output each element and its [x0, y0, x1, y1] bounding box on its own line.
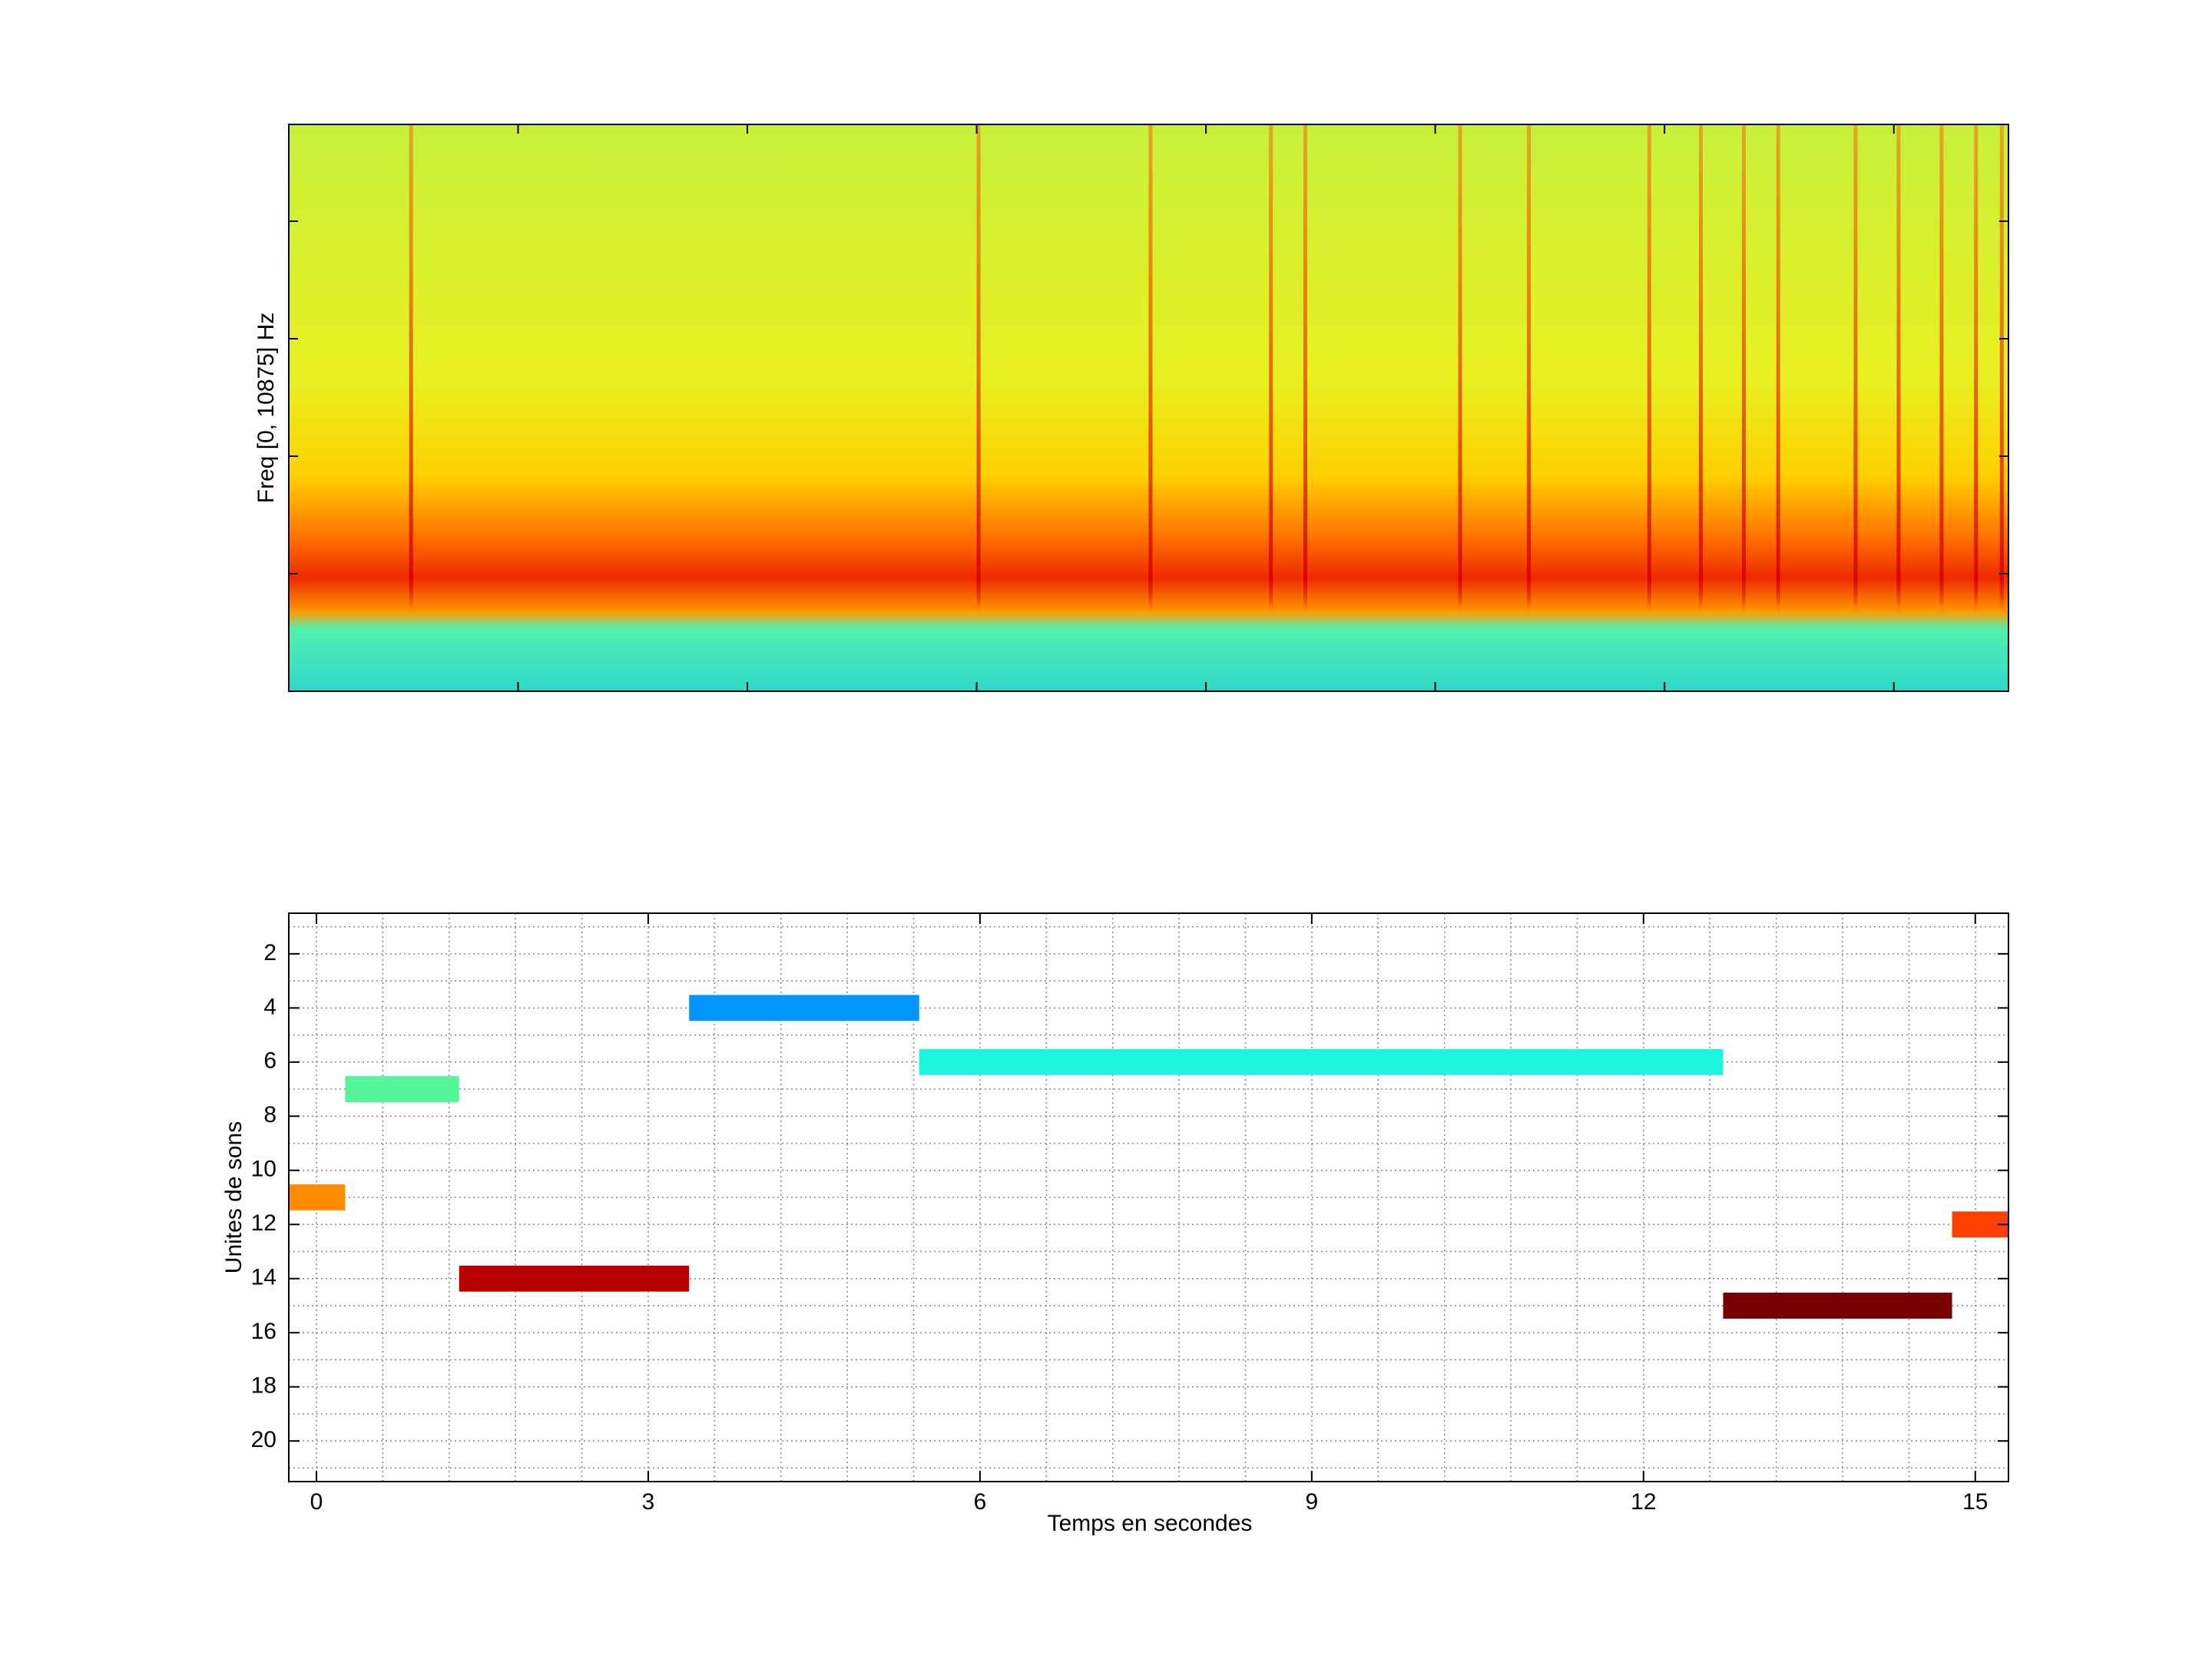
axes-frame [288, 912, 2009, 1482]
spectrogram-stripe [1939, 124, 1944, 691]
x-tick-label: 9 [1306, 1489, 1319, 1515]
y-tick-label: 12 [251, 1210, 276, 1236]
spectrogram-stripe [1269, 124, 1273, 691]
segment-bar [1723, 1293, 1952, 1319]
x-tick-label: 12 [1631, 1489, 1656, 1515]
y-tick-label: 18 [251, 1373, 276, 1399]
axes-frame [288, 124, 2009, 692]
spectrogram-stripe [409, 124, 413, 691]
y-tick-label: 16 [251, 1319, 276, 1344]
spectrogram-stripe [1853, 124, 1858, 691]
spectrogram-stripe [1647, 124, 1651, 691]
spectrogram-stripe [1148, 124, 1153, 691]
spectrogram-stripe [976, 124, 981, 691]
spectrogram-stripe [1527, 124, 1532, 691]
x-tick-label: 15 [1962, 1489, 1988, 1515]
spectrogram-stripe [1776, 124, 1780, 691]
spectrogram-stripe [1303, 124, 1308, 691]
spectrogram-stripe [1698, 124, 1703, 691]
spectrogram [289, 124, 2008, 691]
y-tick-label: 2 [263, 940, 276, 965]
spectrogram-stripe [1974, 124, 1979, 691]
x-tick-label: 3 [642, 1489, 655, 1515]
segment-bar [459, 1265, 690, 1292]
x-tick-label: 6 [974, 1489, 987, 1515]
segment-bar [689, 995, 919, 1022]
spectrogram-stripe [1458, 124, 1462, 691]
y-tick-label: 6 [263, 1048, 276, 1074]
y-tick-label: 20 [251, 1427, 276, 1452]
y-tick-label: 4 [263, 994, 276, 1019]
y-axis-label: Freq [0, 10875] Hz [253, 313, 279, 503]
y-axis-label: Unites de sons [221, 1121, 247, 1273]
segment-bar [289, 1184, 346, 1210]
y-tick-label: 14 [251, 1265, 276, 1290]
y-tick-label: 10 [251, 1157, 276, 1182]
spectrogram-stripe [1741, 124, 1746, 691]
segment-bar [919, 1048, 1724, 1075]
spectrogram-stripe [1896, 124, 1901, 691]
y-tick-label: 8 [263, 1102, 276, 1128]
segment-bar [345, 1076, 459, 1102]
x-axis-label: Temps en secondes [1048, 1511, 1253, 1536]
x-tick-label: 0 [310, 1489, 323, 1515]
spectrogram-stripe [1999, 124, 2004, 691]
